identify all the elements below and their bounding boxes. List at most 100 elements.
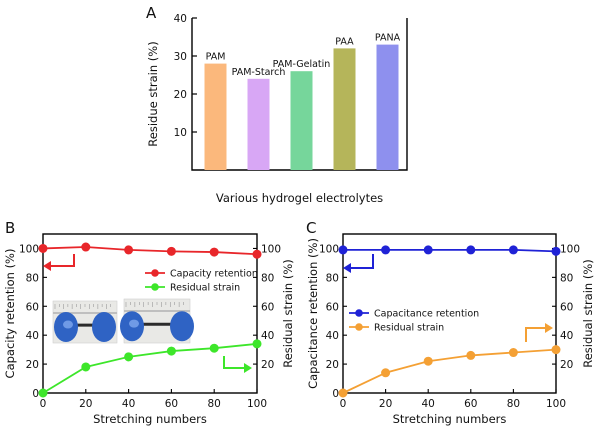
- panel-b-xtick-label: 0: [40, 398, 47, 410]
- panel-c-ytick-label: 40: [326, 330, 339, 342]
- bar-label: PAM-Starch: [232, 67, 286, 78]
- panel-c-series-point-1: [508, 348, 518, 358]
- panel-c-series-point-0: [466, 245, 476, 255]
- panel-c-series-point-1: [338, 388, 348, 398]
- panel-b-panel-label: B: [5, 219, 15, 237]
- panel-b-legend-marker-1: [151, 283, 159, 291]
- panel-a-ytick-label: 30: [174, 51, 187, 63]
- panel-b-series-line-1: [42, 342, 258, 394]
- panel-b-legend-marker-0: [151, 269, 159, 277]
- bar-label: PAA: [335, 36, 354, 47]
- panel-b-xtick-label: 80: [208, 398, 221, 410]
- panel-c-ytick-right-label: 80: [560, 272, 573, 284]
- panel-b-axis-arrow-1: [223, 356, 247, 369]
- inset-photo-relaxed-hydrogel-strip: [73, 323, 97, 327]
- panel-a-xlabel: Various hydrogel electrolytes: [216, 191, 383, 205]
- panel-b-series-point-0: [209, 247, 219, 257]
- bar-pam: [204, 63, 227, 170]
- panel-b-series-point-1: [252, 339, 262, 349]
- panel-c-panel-label: C: [306, 219, 316, 237]
- inset-photo-relaxed-ruler-edge: [53, 312, 117, 314]
- bar-label: PAM: [206, 52, 226, 63]
- panel-c-ytick-right-label: 40: [560, 330, 573, 342]
- inset-photo-stretched-hydrogel-strip: [134, 322, 180, 326]
- panel-c-ytick-label: 0: [332, 388, 339, 400]
- panel-b-legend-label-1: Residual strain: [170, 283, 240, 294]
- panel-c-xtick-label: 20: [379, 398, 392, 410]
- panel-b-ylabel: Capacity retention (%): [3, 249, 17, 379]
- panel-c-axis-arrow-0: [348, 254, 374, 269]
- panel-c-xtick-label: 0: [340, 398, 347, 410]
- panel-c-axis-arrow-1: [525, 327, 548, 342]
- panel-c-xtick-label: 40: [422, 398, 435, 410]
- panel-b-axis-arrowhead-0: [43, 261, 51, 271]
- panel-c-axis-arrowhead-1: [545, 323, 553, 333]
- bar-label: PAM-Gelatin: [273, 59, 331, 70]
- inset-photo-relaxed-glove-right: [92, 312, 116, 343]
- panel-c-series-point-1: [423, 356, 433, 366]
- panel-b-xtick-label: 40: [122, 398, 135, 410]
- panel-b-xlabel: Stretching numbers: [93, 412, 207, 426]
- panel-b-ytick-label: 0: [32, 388, 39, 400]
- panel-b-series-point-0: [166, 246, 176, 256]
- panel-a-label: A: [146, 4, 157, 22]
- panel-c-xtick-label: 60: [464, 398, 477, 410]
- panel-a-ytick-label: 20: [174, 89, 187, 101]
- panel-c-series-line-1: [342, 348, 557, 394]
- panel-c-ytick-label: 80: [326, 272, 339, 284]
- panel-c-series-point-0: [551, 246, 561, 256]
- panel-b-series-point-0: [252, 249, 262, 259]
- panel-c-ytick-right-label: 20: [560, 359, 573, 371]
- panel-c-legend-marker-0: [355, 309, 363, 317]
- panel-c-series-point-1: [381, 368, 391, 378]
- panel-c-series-point-0: [423, 245, 433, 255]
- inset-photo-stretched-ruler-edge: [124, 310, 190, 312]
- panel-c-xtick-label: 80: [507, 398, 520, 410]
- panel-b-series-point-1: [81, 362, 91, 372]
- panel-b-series-point-0: [38, 243, 48, 253]
- panel-b-ytick-label: 80: [26, 272, 39, 284]
- bar-pam-starch: [247, 78, 270, 170]
- inset-photo-relaxed: [52, 300, 118, 344]
- panel-a-ylabel: Residue strain (%): [146, 41, 160, 146]
- bar-label: PANA: [375, 33, 401, 44]
- inset-photo-stretched-glove-highlight: [129, 319, 139, 328]
- panel-c-legend-label-0: Capacitance retention: [374, 309, 479, 320]
- panel-b-series-point-1: [38, 388, 48, 398]
- panel-b-xtick-label: 100: [247, 398, 267, 410]
- panel-b-ytick-right-label: 80: [261, 272, 274, 284]
- panel-c-ylabel: Capacitance retention (%): [306, 238, 320, 389]
- panel-c-ytick-right-label: 60: [560, 301, 573, 313]
- panel-a-ytick-label: 10: [174, 127, 187, 139]
- panel-b-ytick-label: 20: [26, 359, 39, 371]
- panel-c-legend-marker-1: [355, 323, 363, 331]
- panel-b-axis-arrowhead-1: [244, 363, 252, 373]
- panel-b-xtick-label: 20: [79, 398, 92, 410]
- panel-b-ytick-right-label: 60: [261, 301, 274, 313]
- panel-b-ytick-right-label: 100: [261, 243, 281, 255]
- panel-c-ytick-label: 60: [326, 301, 339, 313]
- panel-c-ytick-label: 100: [319, 243, 339, 255]
- bar-pana: [376, 44, 399, 170]
- panel-b-ylabel-right: Residual strain (%): [281, 259, 295, 368]
- panel-c-xlabel: Stretching numbers: [393, 412, 507, 426]
- panel-b-inset-photo: [52, 298, 194, 344]
- panel-c-series-point-0: [381, 245, 391, 255]
- bar-paa: [333, 48, 356, 170]
- panel-c-series-point-0: [338, 245, 348, 255]
- panel-b-series-line-0: [42, 246, 258, 256]
- panel-b-ytick-right-label: 40: [261, 330, 274, 342]
- inset-photo-relaxed-glove-highlight: [63, 320, 73, 329]
- inset-photo-stretched: [120, 298, 194, 344]
- panel-c-xtick-label: 100: [546, 398, 566, 410]
- panel-c-legend-label-1: Residual strain: [374, 323, 444, 334]
- panel-b-series-point-1: [124, 352, 134, 362]
- panel-c-ytick-right-label: 100: [560, 243, 580, 255]
- panel-b-ytick-right-label: 20: [261, 359, 274, 371]
- panel-b-legend-label-0: Capacity retention: [170, 269, 258, 280]
- panel-c-series-point-1: [551, 345, 561, 355]
- panel-b-series-point-0: [124, 245, 134, 255]
- panel-b-series-point-0: [81, 242, 91, 252]
- panel-c-ytick-label: 20: [326, 359, 339, 371]
